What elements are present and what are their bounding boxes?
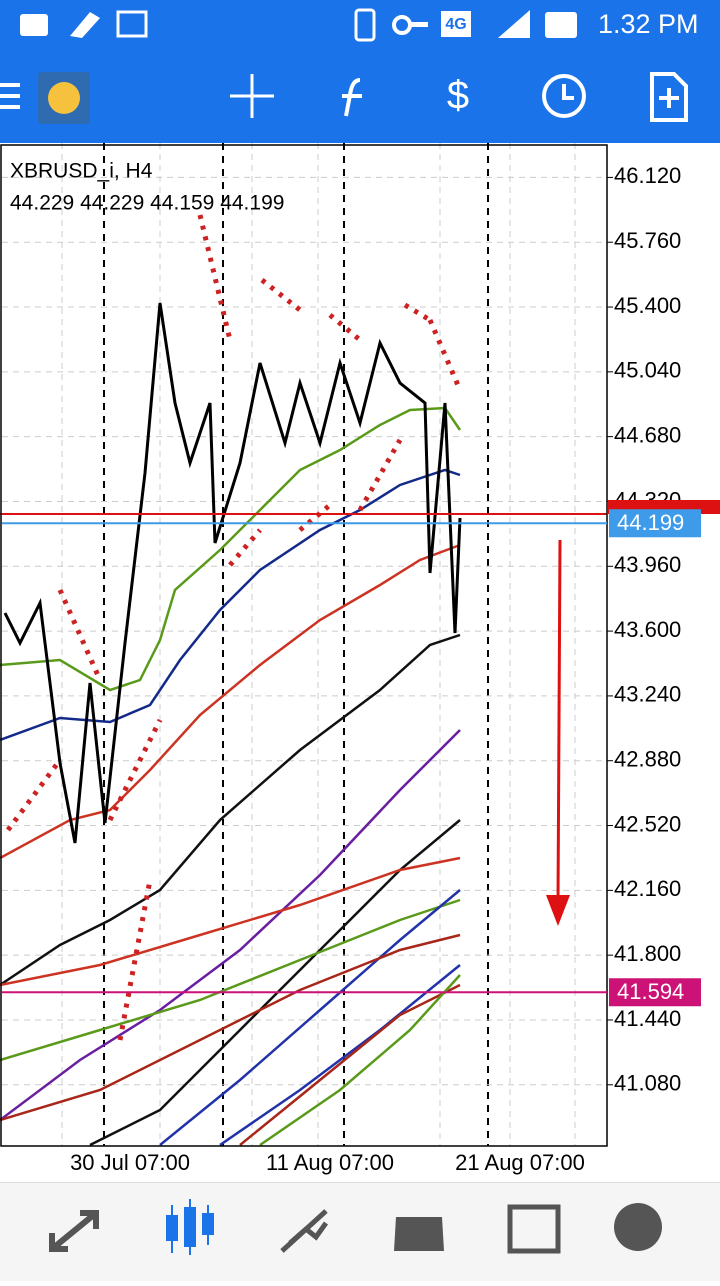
y-tick-label: 45.040: [614, 358, 681, 383]
price-bars: [3, 302, 462, 844]
news-tab[interactable]: [507, 1204, 561, 1254]
grid: [2, 143, 607, 1146]
indicators-button[interactable]: [342, 78, 362, 117]
price-label-box: [609, 978, 701, 1007]
x-tick-label: 30 Jul 07:00: [70, 1150, 190, 1175]
nav-icons: [49, 1199, 662, 1255]
x-tick-label: 21 Aug 07:00: [455, 1150, 585, 1175]
quotes-tab[interactable]: [49, 1210, 99, 1252]
price-label: 44.199: [617, 510, 684, 535]
network-type: 4G: [445, 16, 466, 33]
down-arrow-head: [546, 895, 570, 926]
chart-frame: [0, 144, 608, 1147]
y-tick-label: 41.800: [614, 941, 681, 966]
toolbar: $: [0, 50, 720, 143]
period-button[interactable]: [542, 74, 586, 118]
rocket-icon: [70, 12, 100, 38]
y-tick-label: 46.120: [614, 163, 681, 188]
y-tick-label: 44.680: [614, 422, 681, 447]
y-tick-label: 43.600: [614, 617, 681, 642]
y-tick-label: 43.240: [614, 682, 681, 707]
ohlc: 44.229 44.229 44.159 44.199: [10, 192, 284, 215]
key-icon: [392, 15, 412, 35]
new-order-button[interactable]: [650, 72, 688, 122]
network-badge: [441, 11, 471, 37]
day-separators: [103, 143, 489, 1146]
indicator-lines: [0, 406, 462, 1147]
menu-button[interactable]: [0, 83, 20, 109]
status-icons: 4G 1.32 PM: [20, 8, 699, 42]
new-order-button: [659, 88, 679, 108]
vibrate-icon: [354, 8, 376, 42]
y-tick-label: 45.760: [614, 228, 681, 253]
y-tick-label: 42.520: [614, 811, 681, 836]
symbol: XBRUSD_i, H4: [10, 160, 153, 183]
y-tick-label: 42.880: [614, 747, 681, 772]
trade-tab[interactable]: [280, 1209, 329, 1253]
price-label: 41.594: [617, 979, 684, 1004]
chart-tab[interactable]: [166, 1199, 214, 1255]
status-bar: 4G 1.32 PM: [0, 0, 720, 50]
down-arrow: [556, 539, 562, 904]
vertical-grid: [61, 143, 576, 1146]
period-button: [562, 84, 574, 100]
y-tick-label: 43.960: [614, 552, 681, 577]
bottom-nav: [0, 1182, 720, 1281]
chart: XBRUSD_i, H4 44.229 44.229 44.159 44.199…: [0, 143, 720, 1175]
battery-icon: [545, 12, 577, 38]
y-tick-label: 41.080: [614, 1071, 681, 1096]
key-icon: [410, 22, 428, 27]
messages-tab[interactable]: [614, 1203, 662, 1251]
image-icon: [116, 10, 148, 38]
trade-button[interactable]: $: [447, 74, 469, 118]
app-logo: [48, 82, 80, 114]
toolbar-icons: $: [0, 72, 688, 124]
history-tab[interactable]: [394, 1217, 444, 1251]
parabolic-sar: [5, 214, 463, 1041]
x-tick-label: 11 Aug 07:00: [266, 1150, 394, 1175]
y-tick-label: 42.160: [614, 876, 681, 901]
cleaner-icon: [20, 14, 48, 36]
y-tick-label: 41.440: [614, 1006, 681, 1031]
clock: 1.32 PM: [598, 9, 699, 39]
crosshair-button[interactable]: [230, 74, 274, 118]
signal-icon: [498, 10, 530, 38]
y-tick-label: 45.400: [614, 293, 681, 318]
price-label-box: [609, 509, 701, 538]
